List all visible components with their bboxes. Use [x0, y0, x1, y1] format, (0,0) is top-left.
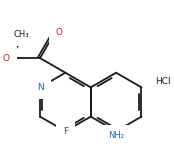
Text: N: N [37, 83, 43, 92]
Text: NH₂: NH₂ [108, 131, 124, 140]
Text: F: F [63, 127, 68, 136]
Text: O: O [56, 28, 63, 37]
Text: CH₃: CH₃ [13, 30, 29, 39]
Text: O: O [3, 54, 10, 63]
Text: HCl: HCl [156, 77, 171, 86]
